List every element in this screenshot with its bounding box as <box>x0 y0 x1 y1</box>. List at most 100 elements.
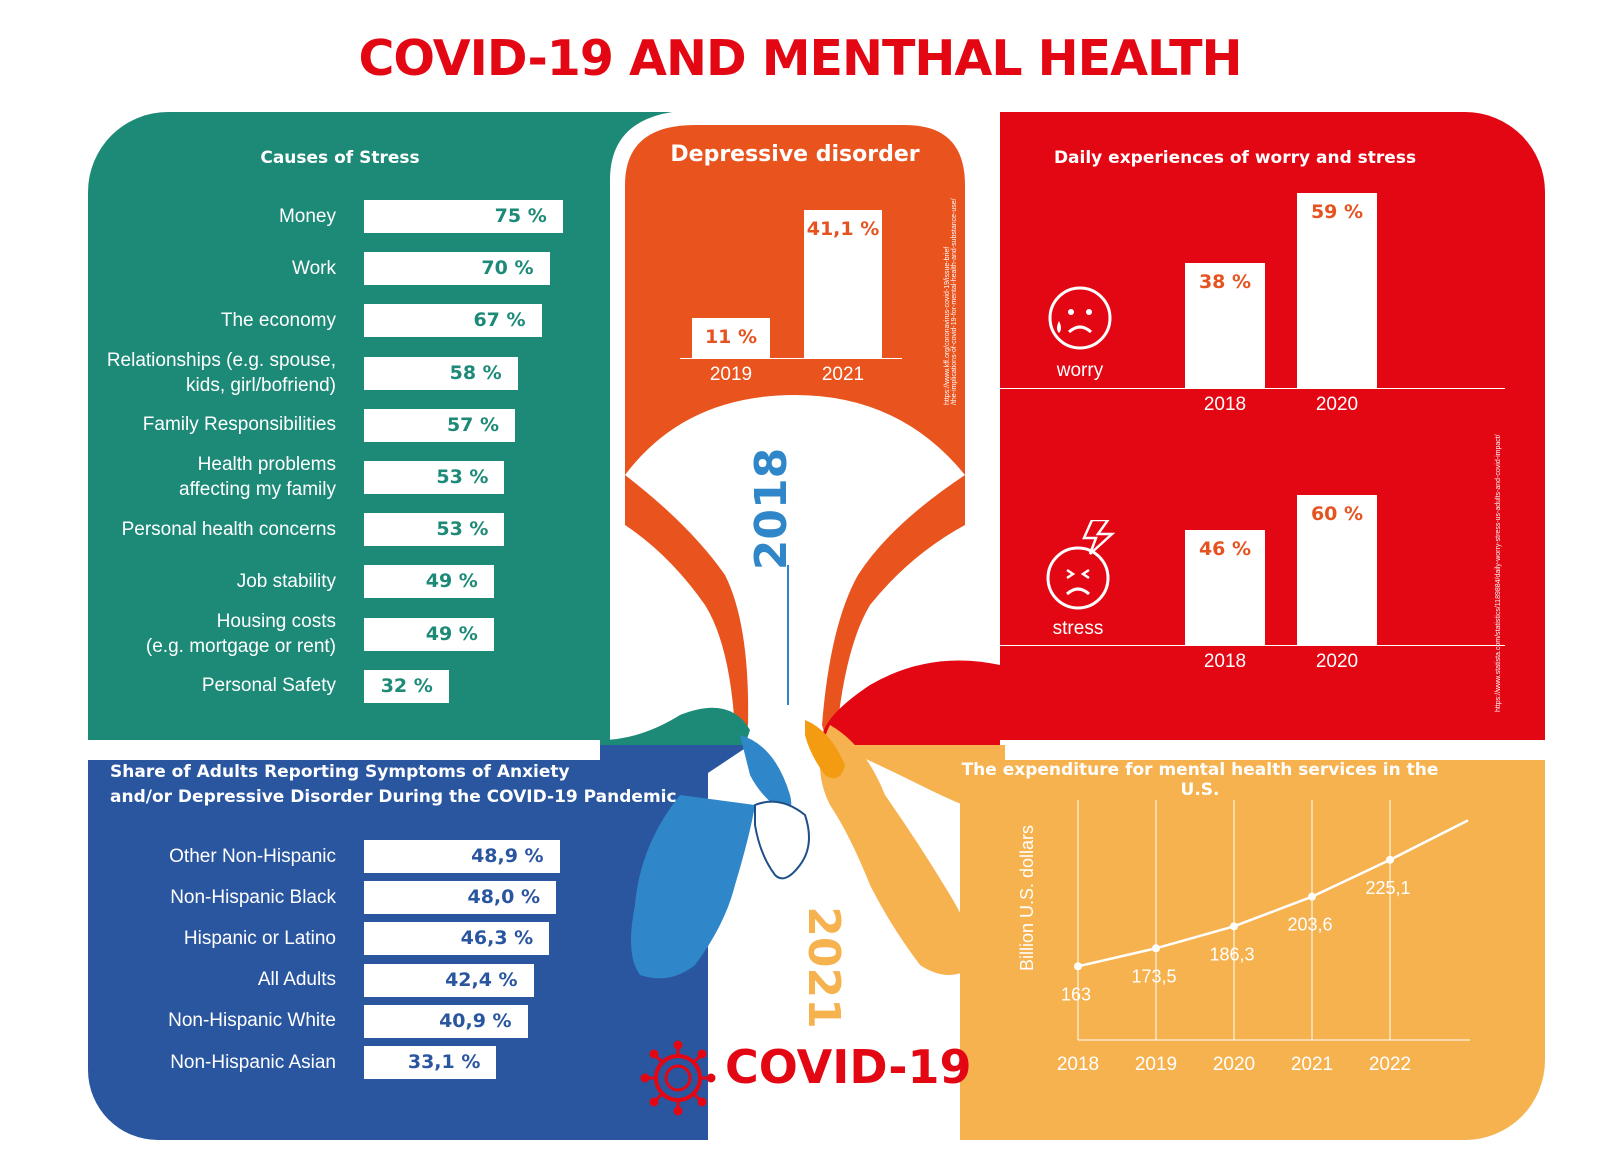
stress-bar: 67 % <box>364 304 542 338</box>
stress-bar: 32 % <box>364 669 449 703</box>
stress-level-year: 2018 <box>1203 651 1247 672</box>
worry-year: 2020 <box>1315 394 1359 415</box>
stress-label: Family Responsibilities <box>142 414 336 436</box>
stress-value: 53 % <box>436 466 489 488</box>
worry-bar: 38 % <box>1185 262 1265 388</box>
stress-level-bar-value: 46 % <box>1198 538 1252 560</box>
stress-chart: Money 75 % Work 70 % The economy 67 % Relation… <box>100 200 620 710</box>
expenditure-point <box>1152 944 1160 953</box>
expenditure-chart: 163 2018 173,5 2019 186,3 2020 203,6 2021 225,1 2… <box>1017 800 1470 1075</box>
anxiety-label: Hispanic or Latino <box>183 927 336 949</box>
expenditure-point <box>1308 892 1316 901</box>
anxiety-value: 46,3 % <box>460 927 534 950</box>
anxiety-title-line1: Share of Adults Reporting Symptoms of An… <box>110 762 570 782</box>
stress-label: The economy <box>220 309 336 331</box>
anxiety-value: 42,4 % <box>445 968 518 991</box>
worry-chart: 38 % 2018 59 % 2020 worry <box>985 193 1505 425</box>
stress-bar: 49 % <box>364 617 494 651</box>
expenditure-year-label: 2019 <box>1135 1054 1177 1075</box>
stress-bar: 57 % <box>364 408 516 442</box>
sad-tear-face-icon <box>1048 286 1112 350</box>
stress-value: 32 % <box>380 674 433 697</box>
anxiety-value: 33,1 % <box>407 1051 481 1073</box>
anxiety-bar: 40,9 % <box>364 1004 528 1038</box>
anxiety-bar: 48,0 % <box>364 881 556 915</box>
year-top-label: 2018 <box>746 447 797 571</box>
depressive-title: Depressive disorder <box>670 142 920 167</box>
expenditure-point <box>1074 962 1082 971</box>
depressive-source: https://www.kff.org/coronavirus-covid-19… <box>944 198 958 405</box>
page-title: COVID-19 AND MENTHAL HEALTH <box>358 30 1242 87</box>
depressive-bar-value: 11 % <box>704 326 758 349</box>
expenditure-year-label: 2022 <box>1369 1054 1411 1075</box>
stress-level-bar: 46 % <box>1185 530 1265 645</box>
depressive-bar-value: 41,1 % <box>806 218 880 241</box>
stress-label: Personal health concerns <box>121 518 336 540</box>
worry-bar: 59 % <box>1297 193 1377 388</box>
stress-label: Relationships (e.g. spouse, kids, girl/b… <box>106 349 336 396</box>
depressive-bar: 11 % <box>692 318 770 358</box>
stress-bar: 75 % <box>364 200 563 233</box>
depressive-baseline <box>680 358 902 359</box>
expenditure-point <box>1386 855 1394 864</box>
worry-bar-value: 59 % <box>1310 201 1364 224</box>
worry-stress-panel <box>1000 112 1545 740</box>
year-bottom-label: 2021 <box>798 906 849 1029</box>
expenditure-year-label: 2020 <box>1213 1054 1255 1075</box>
anxiety-label: Non-Hispanic White <box>168 1010 336 1032</box>
expenditure-year-label: 2021 <box>1291 1054 1333 1075</box>
stress-value: 70 % <box>481 257 534 280</box>
center-illustration <box>600 110 1005 1120</box>
expenditure-panel <box>960 760 1545 1140</box>
depressive-year: 2019 <box>709 364 753 385</box>
anxiety-bar: 42,4 % <box>364 963 534 997</box>
worry-bar-value: 38 % <box>1198 270 1252 293</box>
stress-value: 58 % <box>449 361 502 384</box>
expenditure-value-label: 186,3 <box>1209 944 1254 964</box>
anxiety-bar: 33,1 % <box>364 1046 497 1079</box>
stress-label: Work <box>292 257 336 279</box>
stress-level-chart: 46 % 2018 60 % 2020 stress <box>985 450 1505 680</box>
year-top-label-box: 2018 <box>737 444 817 574</box>
stress-bar: 70 % <box>364 252 550 286</box>
anxiety-title-line2: and/or Depressive Disorder During the CO… <box>110 787 677 807</box>
stress-value: 49 % <box>425 570 478 593</box>
anxiety-label: Non-Hispanic Black <box>170 886 336 908</box>
expenditure-line <box>1077 819 1469 968</box>
expenditure-value-label: 225,1 <box>1365 878 1410 898</box>
stress-label: Job stability <box>236 570 336 592</box>
expenditure-title: The expenditure for mental health servic… <box>961 760 1439 800</box>
stress-value: 67 % <box>473 309 526 332</box>
worry-stress-title: Daily experiences of worry and stress <box>1053 148 1417 168</box>
worry-label: worry <box>1056 360 1104 381</box>
expenditure-value-label: 163 <box>1061 984 1091 1004</box>
anxiety-bar: 46,3 % <box>364 922 550 956</box>
stress-level-bar-value: 60 % <box>1310 503 1364 525</box>
expenditure-point <box>1230 922 1238 931</box>
stress-title: Causes of Stress <box>260 148 420 168</box>
covid-label: COVID-19 <box>725 1040 972 1094</box>
anxiety-bar: 48,9 % <box>364 840 560 873</box>
virus-icon <box>640 1040 716 1116</box>
depressive-bar: 41,1 % <box>804 210 882 358</box>
anxiety-chart: Other Non-Hispanic 48,9 % Non-Hispanic Bla… <box>100 840 620 1090</box>
stress-value: 75 % <box>494 205 547 227</box>
anxiety-title: Share of Adults Reporting Symptoms of An… <box>110 760 710 810</box>
stress-label: Housing costs (e.g. mortgage or rent) <box>145 610 336 657</box>
stress-value: 49 % <box>425 622 478 645</box>
expenditure-year-label: 2018 <box>1057 1054 1099 1075</box>
stress-level-bar: 60 % <box>1297 495 1377 645</box>
stressed-face-icon <box>1046 520 1116 610</box>
stress-bar: 58 % <box>364 356 518 390</box>
anxiety-label: Other Non-Hispanic <box>169 845 336 867</box>
stress-label: stress <box>1052 618 1104 639</box>
anxiety-value: 48,9 % <box>471 845 544 867</box>
stress-level-year: 2020 <box>1315 651 1359 672</box>
stress-bar: 53 % <box>364 461 505 494</box>
stress-label: Health problems affecting my family <box>179 454 336 500</box>
stress-value: 53 % <box>436 518 489 541</box>
anxiety-value: 40,9 % <box>439 1009 512 1032</box>
worry-baseline <box>985 388 1505 389</box>
stress-bar: 53 % <box>364 513 505 547</box>
anxiety-label: All Adults <box>257 969 336 991</box>
